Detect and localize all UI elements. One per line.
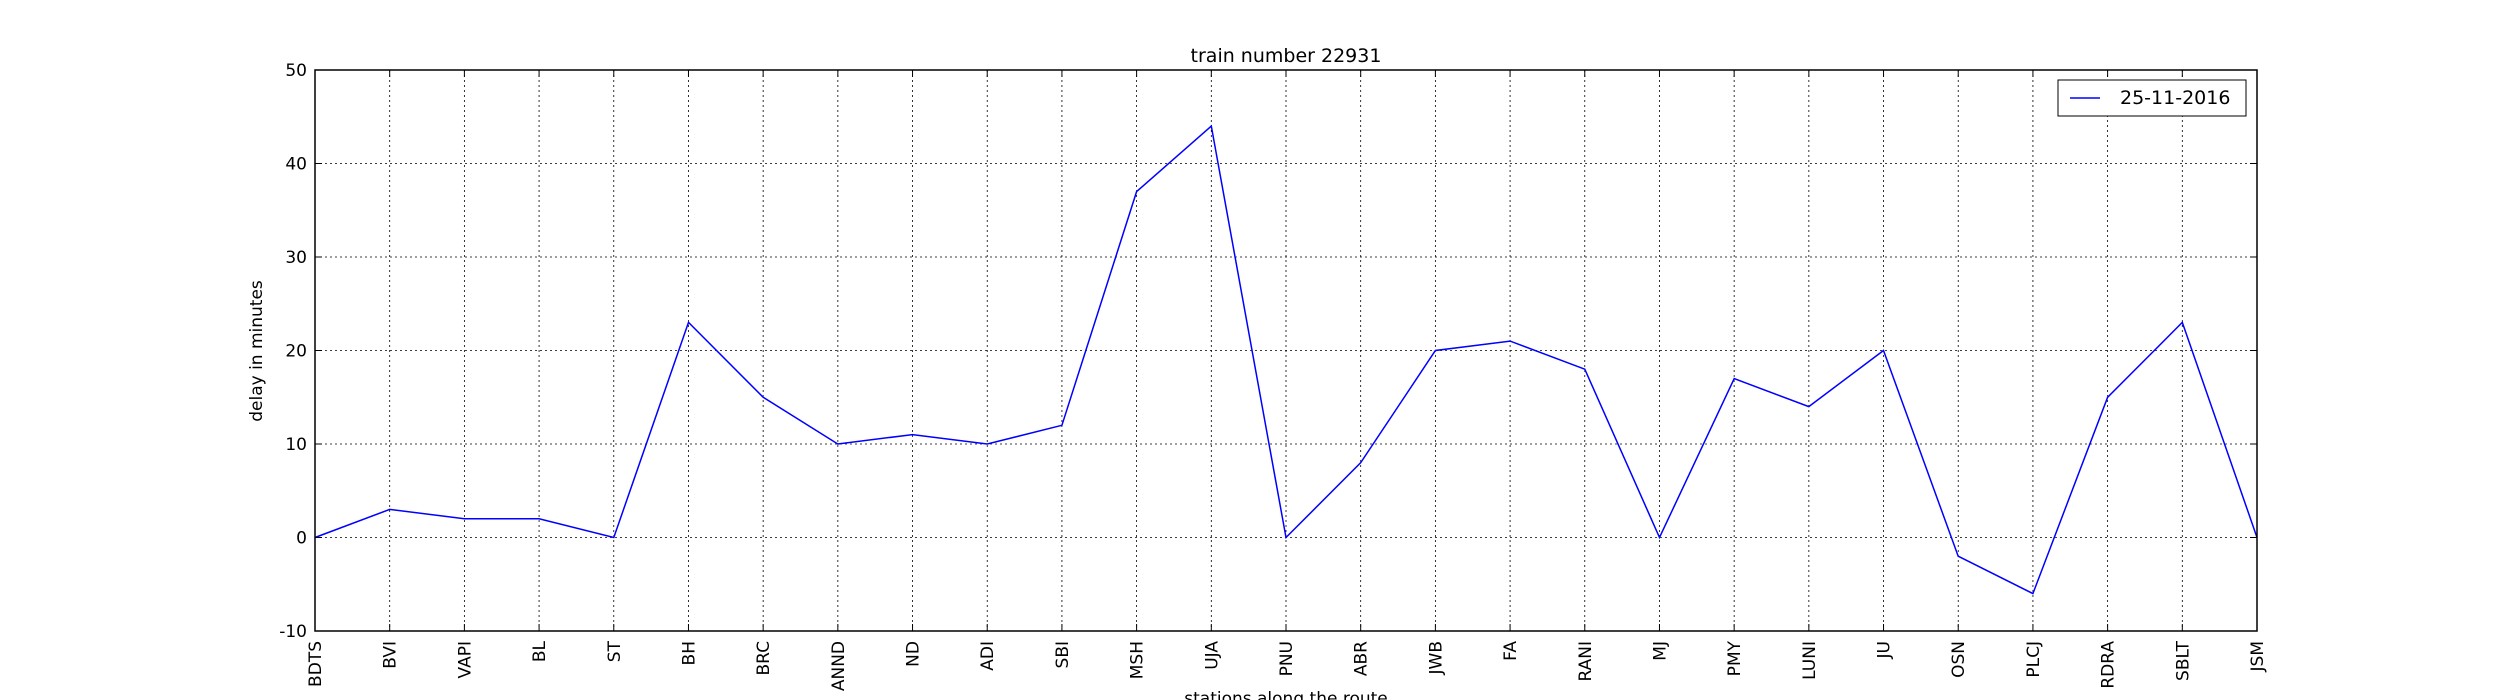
grid-lines [315, 70, 2257, 631]
x-tick-label: SBLT [2173, 640, 2193, 681]
x-tick-label: RANI [1576, 641, 1596, 681]
x-tick-label: ABR [1352, 641, 1372, 676]
x-tick-label: MSH [1128, 641, 1148, 679]
y-tick-label: 0 [296, 529, 307, 549]
x-tick-label: ST [605, 640, 625, 662]
x-tick-label: BDTS [306, 641, 326, 687]
x-tick-label: LUNI [1800, 641, 1820, 680]
legend: 25-11-2016 [2057, 79, 2247, 117]
legend-label: 25-11-2016 [2120, 87, 2230, 109]
x-tick-label: ADI [978, 641, 998, 671]
x-tick-label: BH [679, 641, 699, 665]
x-tick-label: UJA [1202, 641, 1222, 670]
x-tick-label: PLCJ [2024, 641, 2044, 678]
x-tick-label: RDRA [2099, 641, 2119, 689]
x-axis-label: stations along the route [1184, 689, 1388, 700]
y-tick-label: 30 [285, 248, 307, 268]
x-tick-label: ANND [829, 641, 849, 691]
y-tick-label: 10 [285, 435, 307, 455]
y-axis-label: delay in minutes [247, 280, 267, 422]
y-tick-label: 40 [285, 155, 307, 175]
x-tick-label: BVI [381, 641, 401, 669]
y-tick-label: 20 [285, 342, 307, 362]
x-tick-label: PNU [1277, 641, 1297, 676]
chart-title: train number 22931 [1191, 45, 1382, 67]
x-tick-label: JWB [1426, 641, 1446, 676]
x-tick-label: JU [1875, 641, 1895, 659]
x-tick-label: ND [904, 641, 924, 667]
x-tick-label: SBI [1053, 641, 1073, 668]
x-tick-label: BL [530, 640, 550, 662]
x-tick-label: BRC [754, 641, 774, 676]
x-tick-label: MJ [1650, 641, 1670, 661]
x-tick-label: JSM [2248, 641, 2268, 672]
x-tick-label: OSN [1949, 641, 1969, 678]
y-tick-label: -10 [279, 622, 307, 642]
axis-ticks: BDTS BVI VAPI BL ST BH BRC ANND ND ADI SBI MSH UJA PN… [279, 61, 2268, 691]
x-tick-label: VAPI [455, 641, 475, 678]
y-tick-label: 50 [285, 61, 307, 81]
x-tick-label: PMY [1725, 640, 1745, 676]
x-tick-label: FA [1501, 641, 1521, 661]
